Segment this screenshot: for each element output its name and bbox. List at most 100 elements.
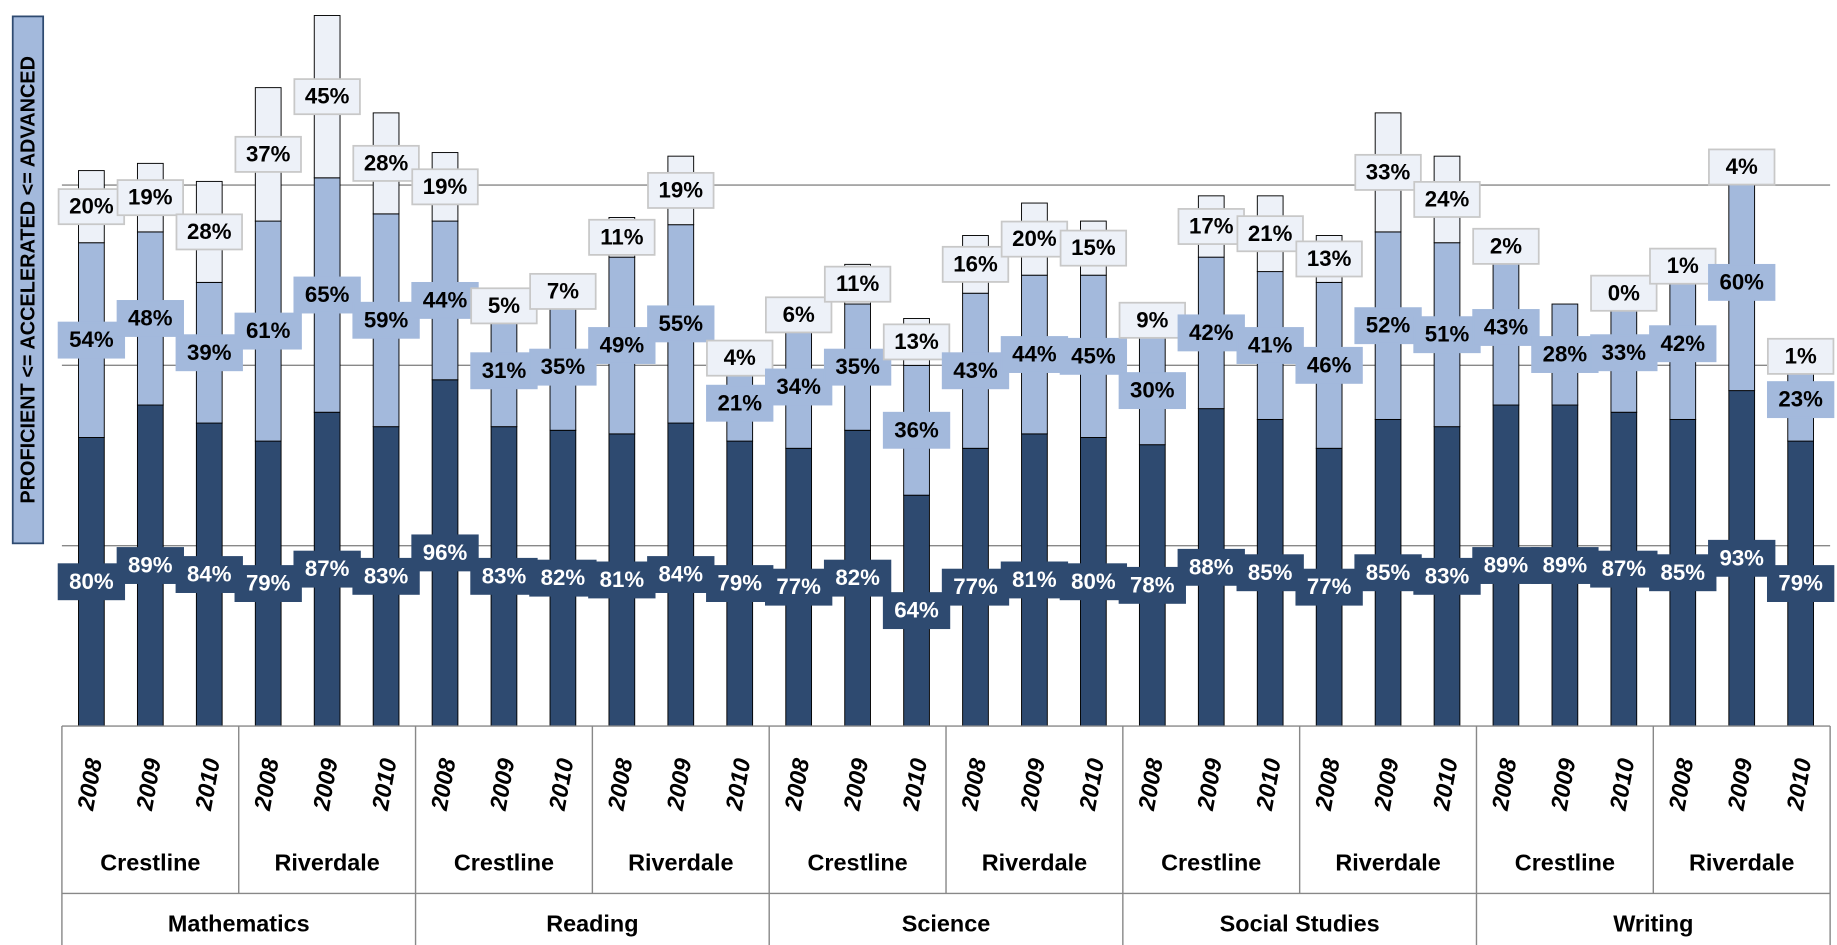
value-label: 0%: [1608, 280, 1640, 305]
value-label-box: [411, 281, 479, 319]
value-label: 80%: [69, 569, 114, 594]
value-label-box: [57, 188, 126, 226]
value-label-box: [470, 557, 538, 595]
value-label: 13%: [894, 329, 939, 354]
value-label-box: [1413, 316, 1481, 354]
school-label: Riverdale: [1689, 849, 1794, 875]
value-label-box: [352, 301, 420, 339]
value-label: 84%: [187, 562, 232, 587]
value-label-box: [1118, 301, 1186, 339]
value-label: 77%: [1307, 574, 1352, 599]
value-label-box: [823, 348, 892, 386]
value-label-box: [1000, 220, 1069, 258]
x-tick-label: 2009: [308, 756, 343, 813]
value-label-box: [1295, 346, 1363, 384]
value-label-box: [706, 384, 774, 422]
x-tick-label: 2008: [426, 756, 461, 813]
value-label: 36%: [894, 417, 939, 442]
value-label-box: [647, 305, 715, 343]
x-tick-label: 2008: [249, 756, 284, 813]
value-label: 43%: [1484, 315, 1529, 340]
value-label-box: [1413, 557, 1481, 595]
x-tick-label: 2010: [544, 756, 579, 813]
value-label: 83%: [364, 563, 409, 588]
x-tick-label: 2010: [1428, 756, 1463, 813]
value-label: 85%: [1248, 560, 1293, 585]
value-label-box: [1236, 327, 1304, 364]
school-label: Riverdale: [274, 849, 379, 875]
value-label-box: [1590, 550, 1658, 588]
value-label-box: [234, 135, 302, 173]
value-label: 55%: [659, 311, 704, 336]
value-label-box: [1708, 539, 1776, 577]
value-label-box: [1295, 568, 1363, 606]
value-label-box: [1295, 240, 1363, 278]
value-label: 15%: [1071, 235, 1116, 260]
value-label: 28%: [364, 150, 409, 175]
x-tick-label: 2008: [1663, 756, 1698, 813]
value-label: 1%: [1785, 343, 1817, 368]
value-label-box: [1177, 208, 1245, 245]
value-label-box: [1649, 247, 1717, 285]
value-label: 6%: [783, 302, 815, 327]
subject-label: Social Studies: [1220, 910, 1380, 936]
value-label: 9%: [1136, 307, 1168, 332]
value-label-box: [116, 179, 184, 217]
value-label-box: [1236, 215, 1304, 253]
value-label: 85%: [1661, 560, 1706, 585]
value-label-box: [1118, 566, 1186, 604]
value-label: 30%: [1130, 378, 1175, 403]
value-label: 35%: [835, 354, 880, 379]
school-label: Crestline: [454, 849, 554, 875]
value-label: 54%: [69, 327, 114, 352]
x-tick-label: 2008: [1133, 756, 1168, 813]
value-label-box: [588, 218, 656, 256]
value-label: 87%: [1602, 556, 1647, 581]
value-label: 11%: [836, 271, 880, 296]
value-label: 65%: [305, 282, 350, 307]
value-label: 83%: [1425, 563, 1470, 588]
value-label: 89%: [1484, 553, 1529, 578]
x-tick-label: 2009: [1722, 756, 1757, 813]
x-tick-label: 2008: [956, 756, 991, 813]
value-label-box: [1531, 547, 1599, 584]
x-tick-label: 2009: [485, 756, 520, 813]
value-label: 89%: [128, 553, 173, 578]
value-label-box: [234, 312, 302, 350]
value-label-box: [647, 171, 715, 209]
value-label: 33%: [1366, 159, 1411, 184]
x-tick-label: 2008: [1310, 756, 1345, 813]
value-label-box: [823, 265, 892, 303]
school-label: Crestline: [100, 849, 200, 875]
value-label-box: [1590, 334, 1658, 372]
value-label: 89%: [1543, 553, 1588, 578]
value-label: 37%: [246, 141, 291, 166]
x-tick-label: 2008: [603, 756, 638, 813]
value-label-box: [1649, 554, 1717, 592]
value-label: 79%: [717, 571, 762, 596]
value-label: 31%: [482, 358, 527, 383]
value-label: 48%: [128, 306, 173, 331]
value-label-box: [647, 556, 715, 593]
value-label: 17%: [1189, 214, 1234, 239]
x-tick-label: 2008: [1487, 756, 1522, 813]
value-label: 19%: [128, 185, 173, 210]
value-label-box: [1766, 337, 1835, 375]
value-label-box: [411, 534, 479, 572]
value-label-box: [706, 339, 774, 377]
value-label-box: [941, 245, 1010, 283]
school-label: Riverdale: [628, 849, 733, 875]
value-label-box: [1472, 227, 1540, 265]
school-label: Crestline: [808, 849, 908, 875]
x-tick-label: 2010: [1074, 756, 1109, 813]
value-label-box: [1766, 565, 1835, 603]
value-label: 52%: [1366, 313, 1411, 338]
y-axis-label: PROFICIENT <= ACCELERATED <= ADVANCED: [17, 56, 39, 504]
value-label: 39%: [187, 340, 232, 365]
value-label: 2%: [1490, 233, 1522, 258]
value-label-box: [1472, 309, 1540, 346]
x-tick-label: 2008: [72, 756, 107, 813]
value-label: 4%: [724, 345, 756, 370]
value-label: 82%: [835, 565, 880, 590]
value-label-box: [1000, 336, 1069, 373]
